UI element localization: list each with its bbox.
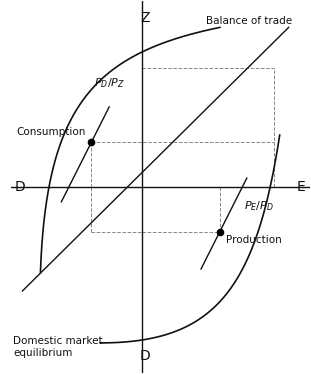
Text: E: E [296,180,305,194]
Text: Domestic market
equilibrium: Domestic market equilibrium [13,336,103,358]
Text: Production: Production [226,235,282,245]
Text: D: D [15,180,26,194]
Text: Z: Z [140,11,150,25]
Text: $P_D/P_Z$: $P_D/P_Z$ [94,77,125,91]
Text: Consumption: Consumption [16,127,85,137]
Text: $P_E/P_D$: $P_E/P_D$ [244,199,274,213]
Text: D: D [140,349,151,363]
Text: Balance of trade: Balance of trade [206,15,292,25]
